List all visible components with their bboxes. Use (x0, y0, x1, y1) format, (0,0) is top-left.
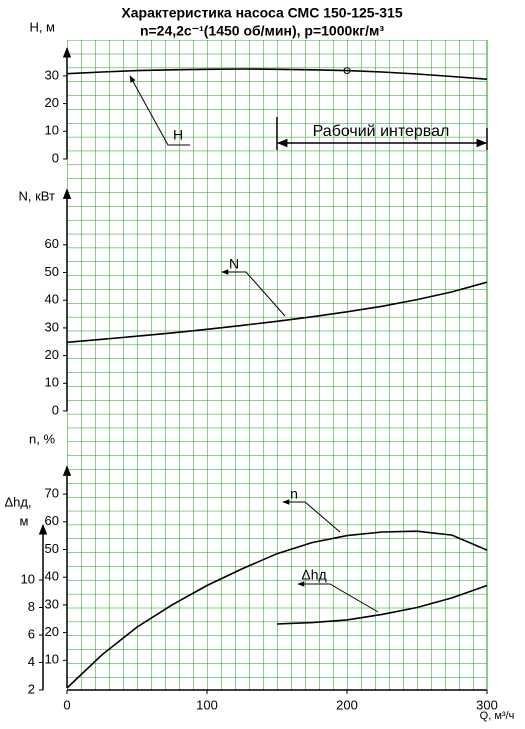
annotation: Рабочий интервал (313, 123, 450, 140)
y-tick-label: 0 (52, 402, 59, 417)
y-tick-label: 2 (28, 681, 35, 696)
y-axis-label: м (20, 513, 29, 528)
x-tick-label: 0 (63, 697, 70, 712)
annotation: n (290, 486, 298, 502)
x-axis-label: Q, м³/ч (480, 710, 515, 722)
y-tick-label: 20 (45, 95, 59, 110)
y-axis-label: H, м (29, 19, 55, 34)
curve (66, 281, 488, 344)
y-tick-label: 10 (45, 123, 59, 138)
y-tick-label: 70 (45, 486, 59, 501)
y-tick-label: 40 (45, 569, 59, 584)
y-axis-label: Δhд, (4, 494, 31, 509)
leader-line (129, 75, 190, 146)
y-axis-label: N, кВт (19, 188, 56, 203)
y-tick-label: 8 (28, 599, 35, 614)
annotation: H (173, 127, 183, 143)
curve-marker (343, 67, 351, 75)
annotation: Δhд (301, 567, 326, 583)
y-tick-label: 0 (52, 150, 59, 165)
leader-line (221, 269, 286, 317)
x-tick-label: 100 (196, 697, 218, 712)
y-tick-label: 30 (45, 596, 59, 611)
leader-line (282, 499, 341, 533)
x-tick-label: 300 (476, 697, 498, 712)
y-tick-label: 6 (28, 626, 35, 641)
leader-line (297, 581, 379, 613)
y-tick-label: 40 (45, 292, 59, 307)
y-tick-label: 30 (45, 319, 59, 334)
curve (276, 584, 488, 625)
y-tick-label: 30 (45, 67, 59, 82)
x-tick-label: 200 (336, 697, 358, 712)
chart-title: Характеристика насоса СМС 150-125-315 (121, 5, 402, 21)
y-tick-label: 60 (45, 236, 59, 251)
curve (66, 530, 488, 689)
y-tick-label: 10 (21, 571, 35, 586)
y-tick-label: 60 (45, 513, 59, 528)
y-tick-label: 50 (45, 541, 59, 556)
curve (66, 68, 488, 80)
y-tick-label: 10 (45, 652, 59, 667)
y-tick-label: 50 (45, 264, 59, 279)
chart-subtitle: n=24,2с⁻¹(1450 об/мин), р=1000кг/м³ (140, 23, 384, 39)
y-tick-label: 10 (45, 375, 59, 390)
y-tick-label: 20 (45, 347, 59, 362)
y-axis-label: n, % (29, 431, 55, 446)
y-tick-label: 20 (45, 624, 59, 639)
y-tick-label: 4 (28, 654, 35, 669)
annotation: N (229, 256, 239, 272)
